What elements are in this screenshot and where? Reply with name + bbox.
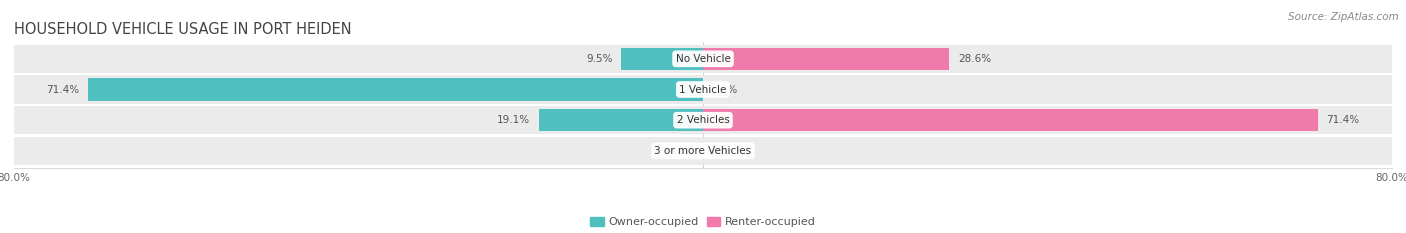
Text: 28.6%: 28.6% xyxy=(957,54,991,64)
Bar xyxy=(14,137,1392,165)
Text: 2 Vehicles: 2 Vehicles xyxy=(676,115,730,125)
Text: 9.5%: 9.5% xyxy=(586,54,613,64)
Text: No Vehicle: No Vehicle xyxy=(675,54,731,64)
Bar xyxy=(89,79,703,101)
Bar xyxy=(14,45,1392,73)
Bar xyxy=(14,75,1392,104)
Text: Source: ZipAtlas.com: Source: ZipAtlas.com xyxy=(1288,12,1399,22)
Text: 71.4%: 71.4% xyxy=(46,85,80,95)
Text: 0.0%: 0.0% xyxy=(668,146,695,156)
Text: 71.4%: 71.4% xyxy=(1326,115,1360,125)
Text: 3 or more Vehicles: 3 or more Vehicles xyxy=(654,146,752,156)
Text: 1 Vehicle: 1 Vehicle xyxy=(679,85,727,95)
Text: 19.1%: 19.1% xyxy=(496,115,530,125)
Bar xyxy=(538,109,703,131)
Bar xyxy=(621,48,703,70)
Bar xyxy=(703,48,949,70)
Bar xyxy=(14,106,1392,134)
Legend: Owner-occupied, Renter-occupied: Owner-occupied, Renter-occupied xyxy=(586,212,820,231)
Bar xyxy=(703,109,1317,131)
Text: HOUSEHOLD VEHICLE USAGE IN PORT HEIDEN: HOUSEHOLD VEHICLE USAGE IN PORT HEIDEN xyxy=(14,22,352,37)
Text: 0.0%: 0.0% xyxy=(711,146,738,156)
Text: 0.0%: 0.0% xyxy=(711,85,738,95)
